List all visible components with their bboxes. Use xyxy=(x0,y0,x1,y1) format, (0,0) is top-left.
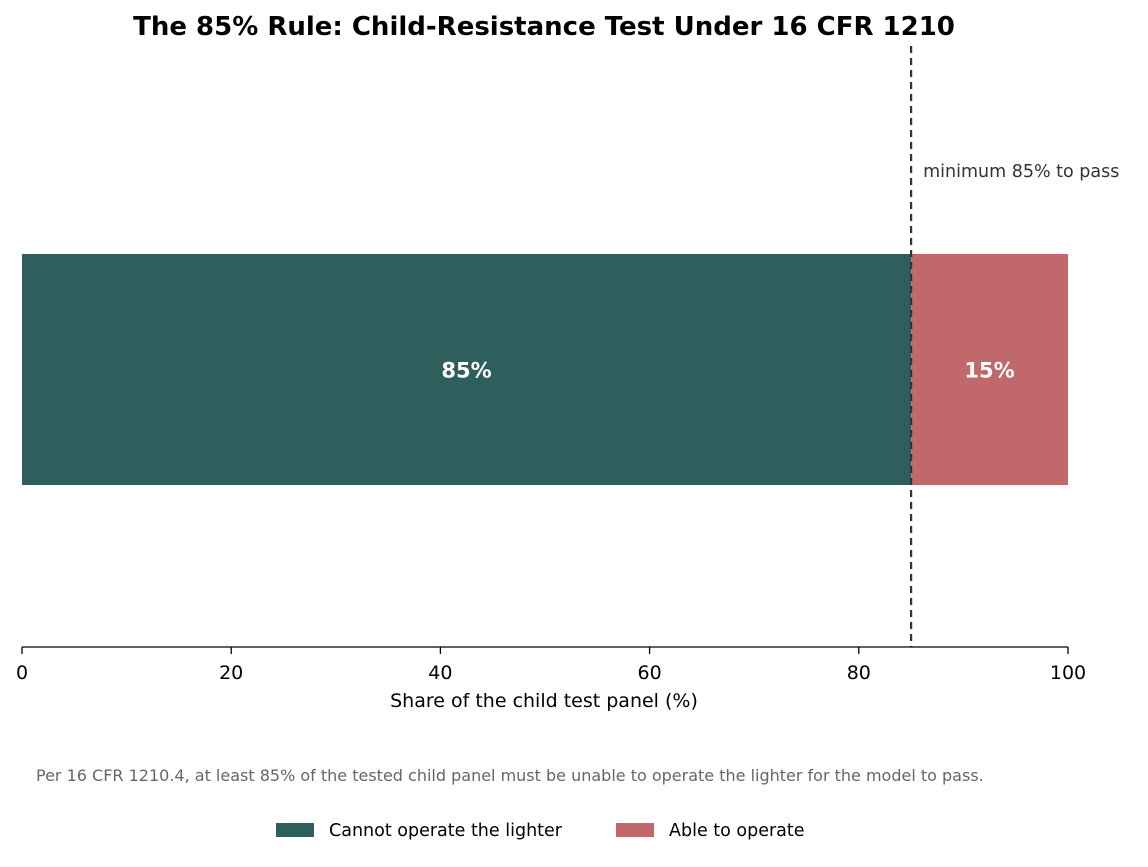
x-tick-label: 100 xyxy=(1050,662,1086,684)
legend-label-1: Cannot operate the lighter xyxy=(329,821,563,841)
bar-segment-1 xyxy=(22,254,912,485)
x-tick-label: 80 xyxy=(847,662,871,684)
bar-segment-2 xyxy=(911,254,1068,485)
x-tick-label: 20 xyxy=(219,662,243,684)
bar-value-label-2: 15% xyxy=(964,359,1014,383)
x-tick-label: 40 xyxy=(428,662,452,684)
footnote: Per 16 CFR 1210.4, at least 85% of the t… xyxy=(36,766,984,785)
chart-title: The 85% Rule: Child-Resistance Test Unde… xyxy=(133,12,955,42)
x-axis-label: Share of the child test panel (%) xyxy=(390,690,698,712)
x-tick-label: 60 xyxy=(638,662,662,684)
legend: Cannot operate the lighter Able to operat… xyxy=(276,821,805,841)
legend-label-2: Able to operate xyxy=(669,821,805,841)
bars-group xyxy=(22,254,1068,485)
x-axis-ticks: 0 20 40 60 80 100 xyxy=(16,647,1086,684)
legend-swatch-1 xyxy=(276,823,314,837)
legend-swatch-2 xyxy=(616,823,654,837)
threshold-annotation: minimum 85% to pass xyxy=(923,162,1119,182)
bar-value-label-1: 85% xyxy=(441,359,491,383)
x-tick-label: 0 xyxy=(16,662,28,684)
bar-labels-group: 85% 15% xyxy=(441,359,1014,383)
